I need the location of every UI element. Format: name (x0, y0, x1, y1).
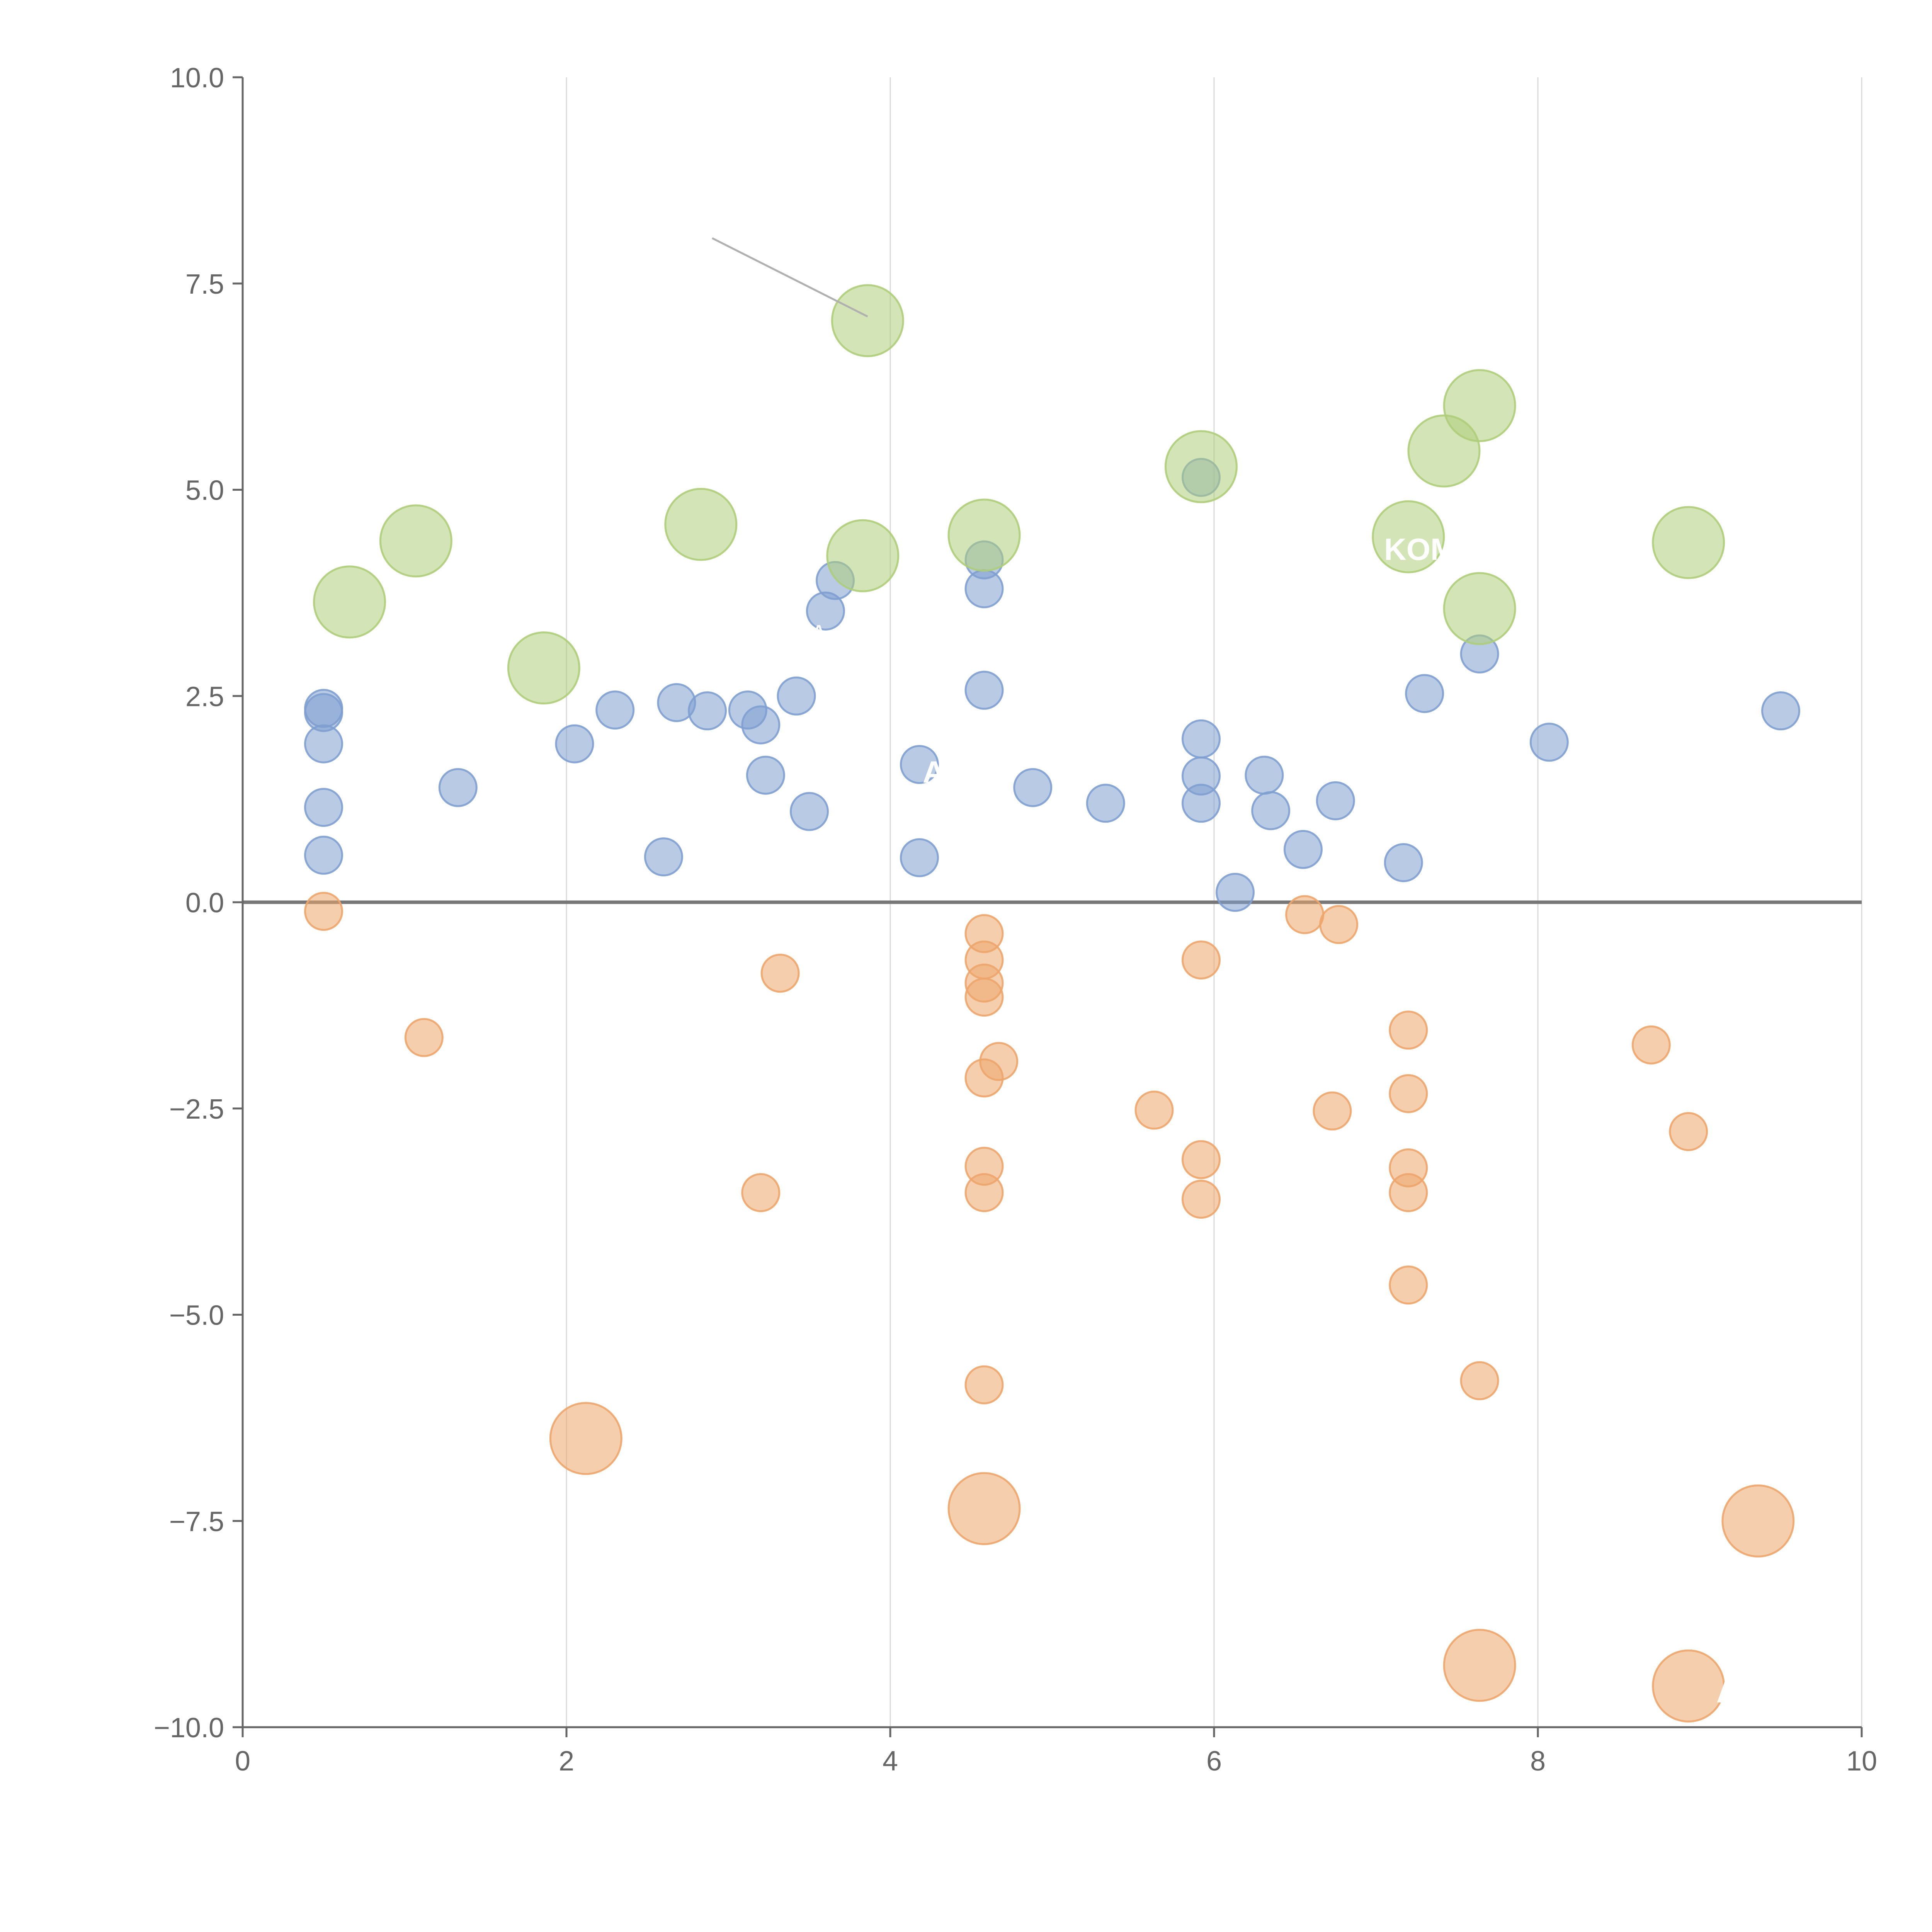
data-point-orange-large (549, 1402, 622, 1475)
axes-layer: 0 2 4 6 8 10 10.0 7.5 5.0 2.5 0.0 −2.5 −5.0 −7.5 −10.0 (154, 63, 1877, 1777)
y-tick-label: −7.5 (169, 1506, 224, 1537)
data-point-orange (1389, 1010, 1428, 1050)
data-point-blue (438, 768, 478, 807)
data-point-orange (1313, 1091, 1352, 1131)
data-point-orange (1389, 1074, 1428, 1113)
y-tick-label: −2.5 (169, 1094, 224, 1125)
points-layer (304, 284, 1800, 1723)
data-point-blue (1181, 719, 1221, 759)
data-point-green (379, 504, 452, 578)
data-point-blue (900, 745, 939, 784)
data-point-orange (1389, 1265, 1428, 1305)
data-point-orange (964, 978, 1004, 1017)
data-point-blue (1384, 843, 1423, 883)
data-point-green (664, 488, 738, 561)
data-point-orange (1285, 895, 1325, 934)
data-point-blue (1405, 674, 1444, 713)
data-point-blue (304, 835, 343, 875)
data-point-orange-large (1443, 1629, 1516, 1702)
data-point-blue (595, 690, 635, 730)
data-point-green (1372, 500, 1445, 573)
data-point-blue (1283, 830, 1323, 869)
data-point-blue (1251, 791, 1291, 830)
data-point-orange (304, 891, 343, 931)
data-point-orange (1631, 1025, 1671, 1065)
data-point-orange (1389, 1173, 1428, 1213)
data-point-orange (1181, 940, 1221, 980)
data-point-orange-large (947, 1472, 1021, 1545)
data-point-blue (790, 792, 829, 831)
y-tick-label: 5.0 (185, 475, 224, 506)
data-point-blue (555, 724, 594, 764)
data-point-blue (746, 755, 785, 795)
data-point-blue (1013, 768, 1053, 807)
data-point-orange (1319, 905, 1359, 944)
data-point-green (1443, 369, 1516, 442)
x-tick-label: 0 (235, 1746, 250, 1777)
y-tick-label: −10.0 (154, 1713, 224, 1743)
data-point-green (1164, 430, 1238, 503)
data-point-orange-large (1721, 1484, 1795, 1558)
data-point-green (947, 498, 1021, 572)
data-point-blue (304, 724, 343, 764)
y-tick-label: −5.0 (169, 1300, 224, 1331)
data-point-blue (964, 670, 1004, 710)
data-point-orange (979, 1042, 1019, 1081)
data-point-blue (1215, 872, 1255, 912)
annotation-layer: KOM AD A A I (343, 237, 1750, 1713)
annotation-label: A (813, 622, 825, 641)
data-point-blue (741, 705, 781, 745)
data-point-blue (900, 838, 939, 878)
annotation-label: KOM (1384, 532, 1456, 566)
data-point-orange (1181, 1140, 1221, 1179)
y-tick-label: 7.5 (185, 269, 224, 300)
data-point-orange (1669, 1112, 1708, 1151)
data-point-blue (777, 676, 816, 716)
data-point-orange (1181, 1180, 1221, 1219)
data-point-blue (304, 787, 343, 827)
data-point-orange (760, 954, 800, 993)
y-tick-label: 10.0 (170, 63, 224, 94)
data-point-blue (1086, 784, 1125, 823)
data-point-blue (1316, 781, 1355, 820)
y-tick-label: 2.5 (185, 681, 224, 712)
data-point-green (1443, 572, 1516, 645)
data-point-blue (1245, 755, 1284, 795)
annotation-label: AD (923, 755, 968, 789)
x-tick-label: 6 (1206, 1746, 1222, 1777)
x-tick-label: 8 (1530, 1746, 1546, 1777)
data-point-blue (1761, 691, 1800, 731)
data-point-orange (741, 1173, 781, 1213)
data-point-green (1652, 506, 1725, 579)
x-tick-label: 2 (559, 1746, 574, 1777)
data-point-blue (1529, 723, 1569, 762)
annotation-label: I (343, 638, 348, 657)
y-tick-label: 0.0 (185, 888, 224, 918)
data-point-orange (404, 1018, 444, 1057)
data-point-blue (688, 691, 727, 731)
data-point-orange (1134, 1090, 1174, 1130)
data-point-orange (1460, 1361, 1499, 1400)
x-tick-label: 10 (1846, 1746, 1877, 1777)
x-tick-label: 4 (883, 1746, 898, 1777)
data-point-orange-large (1652, 1649, 1725, 1723)
data-point-blue (1181, 784, 1221, 823)
annotation-label: A (1716, 1661, 1750, 1713)
leader-line (711, 237, 868, 318)
data-point-orange (964, 1365, 1004, 1405)
data-point-green (826, 519, 900, 592)
data-point-orange (964, 1173, 1004, 1213)
data-point-blue (644, 837, 683, 877)
data-point-green (313, 565, 386, 639)
data-point-green (831, 284, 904, 357)
data-point-green (507, 631, 580, 705)
